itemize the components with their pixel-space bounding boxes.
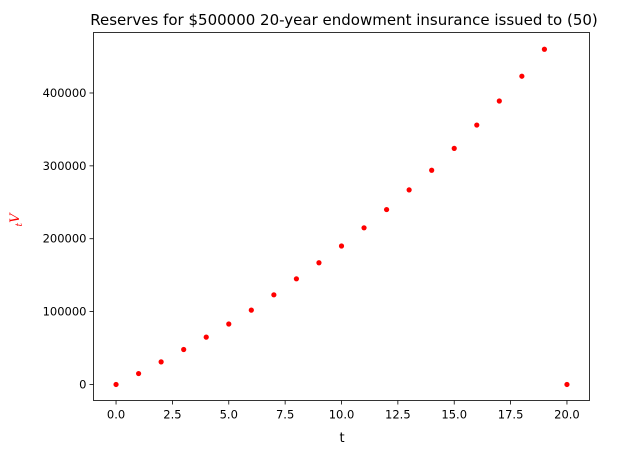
x-tick-label: 0.0 (107, 408, 125, 422)
x-tick-label: 20.0 (554, 408, 580, 422)
x-tick-label: 17.5 (498, 408, 524, 422)
data-point (226, 321, 232, 327)
data-point (271, 292, 277, 298)
data-point (496, 98, 502, 104)
y-tick-label: 100000 (43, 305, 87, 319)
data-point (361, 225, 367, 231)
data-point (474, 122, 480, 128)
data-points (113, 46, 570, 388)
data-point (519, 73, 525, 79)
data-point (316, 260, 322, 266)
data-point (451, 145, 457, 151)
data-point (429, 167, 435, 173)
x-axis-ticks: 0.0 2.5 5.0 7.5 10.0 12.5 15.0 17.5 20.0 (107, 400, 580, 422)
data-point (383, 206, 390, 213)
y-tick-label: 300000 (43, 159, 87, 173)
data-point (564, 381, 570, 388)
x-tick-label: 5.0 (220, 408, 238, 422)
x-tick-label: 15.0 (441, 408, 467, 422)
data-point (203, 334, 209, 340)
y-tick-label: 200000 (43, 232, 87, 246)
data-point (541, 46, 548, 52)
data-point (248, 307, 254, 313)
data-point (113, 381, 119, 388)
y-axis-label: tV (8, 212, 25, 227)
data-point (338, 243, 345, 249)
x-tick-label: 7.5 (276, 408, 294, 422)
data-point (406, 187, 412, 193)
x-axis-label: t (339, 431, 344, 446)
y-tick-label: 400000 (43, 86, 87, 100)
chart-title: Reserves for $500000 20-year endowment i… (90, 11, 598, 29)
y-tick-label: 0 (79, 377, 86, 391)
data-point (181, 346, 187, 353)
x-tick-label: 2.5 (163, 408, 181, 422)
x-tick-label: 12.5 (385, 408, 411, 422)
data-point (158, 359, 164, 365)
data-point (135, 370, 142, 377)
y-axis-ticks: 0 100000 200000 300000 400000 (43, 86, 94, 391)
x-tick-label: 10.0 (329, 408, 355, 422)
data-point (293, 276, 300, 282)
plot-area-frame (93, 32, 590, 401)
